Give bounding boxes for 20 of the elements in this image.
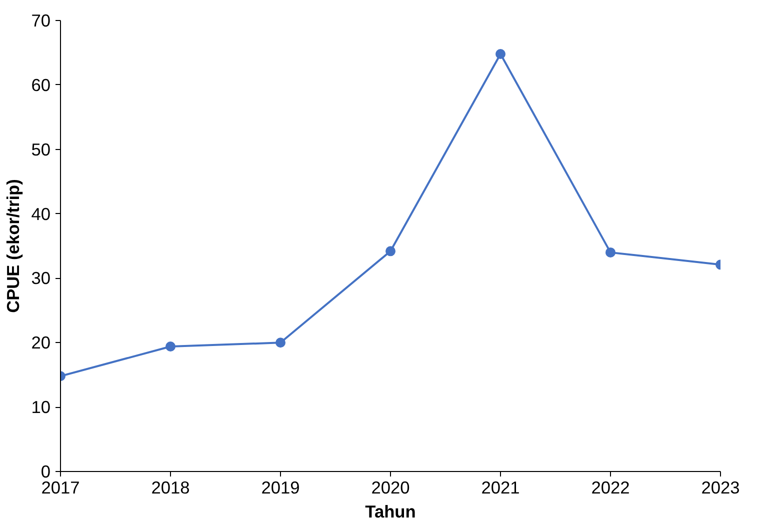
y-tick-label: 50 (31, 139, 51, 160)
y-tick-label: 10 (31, 397, 51, 418)
point (276, 338, 286, 348)
y-tick-label: 20 (31, 332, 51, 353)
y-axis-title: CPUE (ekor/trip) (3, 179, 24, 313)
y-tick-label: 40 (31, 204, 51, 224)
point (166, 342, 176, 352)
point (386, 246, 396, 256)
y-tick-label: 60 (31, 74, 51, 95)
point (496, 49, 506, 59)
x-tick-label: 2022 (591, 478, 630, 498)
x-tick-label: 2021 (481, 478, 520, 498)
y-tick-label: 30 (31, 268, 51, 288)
x-tick-label: 2020 (371, 478, 410, 498)
x-axis-title: Tahun (365, 502, 416, 522)
x-tick-label: 2019 (261, 478, 300, 498)
y-tick-label: 70 (31, 10, 51, 30)
x-tick-label: 2018 (151, 478, 190, 498)
x-tick-label: 2023 (701, 478, 740, 498)
point (606, 247, 616, 258)
